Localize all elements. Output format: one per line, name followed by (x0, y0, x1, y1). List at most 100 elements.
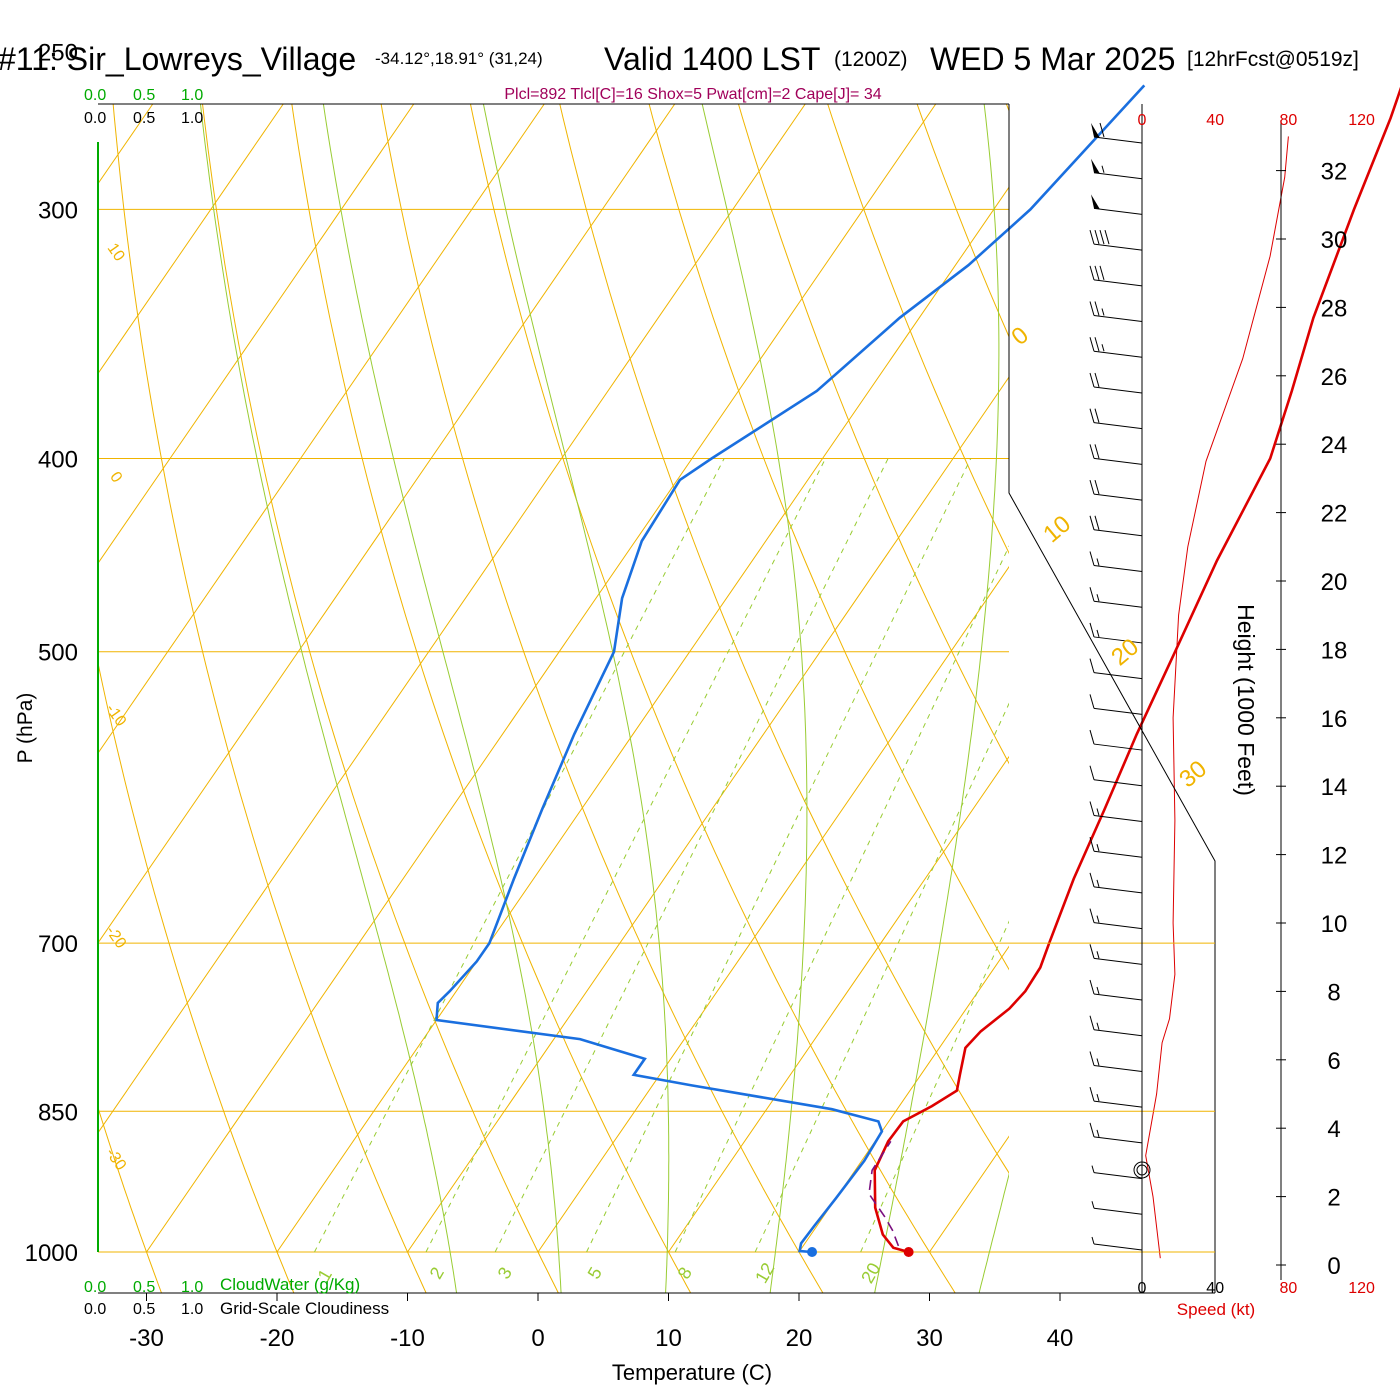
wind-barb-flag (1094, 408, 1100, 423)
wind-barb (1089, 551, 1143, 573)
x-tick--20: -20 (260, 1325, 295, 1352)
wind-barb (1089, 837, 1143, 858)
cloud-bottom-black-2: 1.0 (181, 1301, 203, 1318)
cloud-top-green-0: 0.0 (84, 87, 106, 104)
height-tick-26: 26 (1321, 364, 1348, 391)
wind-barb-staff (1093, 172, 1143, 180)
x-tick--10: -10 (390, 1325, 425, 1352)
wind-barb-staff (1093, 207, 1143, 215)
isotherm-line (407, 376, 1009, 1253)
valid-zulu: (1200Z) (834, 48, 908, 71)
temperature-line (873, 86, 1400, 1254)
wind-barb-staff (1093, 1172, 1143, 1180)
wind-barb-half (1096, 879, 1100, 888)
height-tick-20: 20 (1321, 569, 1348, 596)
moist-adiabat (322, 104, 562, 1293)
dry-adiabat (827, 104, 1009, 555)
pressure-tick-850: 850 (38, 1099, 78, 1126)
height-tick-28: 28 (1321, 295, 1348, 322)
wind-barb-staff (1093, 279, 1143, 287)
speed-bottom-tick-0: 0 (1138, 1280, 1147, 1297)
wind-barb-flag (1089, 622, 1095, 638)
wind-barb-staff (1093, 600, 1143, 608)
speed-top-tick-40: 40 (1206, 112, 1224, 129)
wind-barb-staff (1093, 1136, 1143, 1144)
wind-barb-half (1096, 558, 1100, 566)
wind-barb-flag (1094, 337, 1100, 352)
dry-adiabat (380, 104, 824, 1293)
wind-barb-flag (1089, 1087, 1095, 1102)
wind-barb (1089, 444, 1143, 465)
wind-barb-half (1101, 308, 1105, 316)
wind-barb-flag (1094, 372, 1100, 388)
cloud-bottom-black-1: 0.5 (133, 1301, 155, 1318)
wind-barb-flag (1089, 301, 1095, 316)
wind-barb-half (1091, 1201, 1095, 1209)
wind-barb-flag (1089, 587, 1095, 602)
valid-time: Valid 1400 LST (604, 41, 820, 77)
height-tick-4: 4 (1327, 1116, 1340, 1143)
isotherm-line (98, 104, 806, 1134)
wind-barb-flag (1089, 265, 1095, 280)
wind-barb-flag (1089, 979, 1095, 995)
cloud-top-black-0: 0.0 (84, 110, 106, 127)
cloud-axes: 0.0 0.5 1.0 0.0 0.5 1.0 0.0 0.5 1.0 Clou… (84, 87, 389, 1318)
surface-dewpoint-dot (807, 1247, 818, 1257)
wind-barb-flag (1089, 765, 1095, 780)
wind-barb-staff (1093, 886, 1143, 894)
wind-barb (1089, 801, 1143, 822)
speed-top-tick-0: 0 (1138, 112, 1147, 129)
height-tick-16: 16 (1321, 706, 1348, 733)
wind-barb-flag (1089, 337, 1095, 352)
wind-barb (1089, 372, 1143, 394)
moist-adiabat (978, 1172, 1009, 1293)
diagram-clip (98, 104, 1009, 1293)
isotherm-line (537, 566, 1009, 1253)
plot-series (435, 84, 1400, 1259)
isotherm-label: 0 (106, 469, 125, 486)
forecast-info: [12hrFcst@0519z] (1187, 48, 1359, 71)
speed-bottom-tick-80: 80 (1280, 1280, 1298, 1297)
speed-bottom-tick-40: 40 (1206, 1280, 1224, 1297)
wind-barb-half (1096, 594, 1100, 602)
x-tick-30: 30 (916, 1325, 943, 1352)
wind-barb (1089, 658, 1143, 680)
pressure-tick-500: 500 (38, 640, 78, 667)
cloud-top-black-1: 0.5 (133, 110, 155, 127)
wind-barb-staff (1093, 1064, 1143, 1072)
wind-barb-staff (1093, 457, 1143, 465)
wind-barb-staff (1093, 386, 1143, 394)
wind-barb (1089, 979, 1143, 1001)
wind-barb-flag (1089, 515, 1095, 530)
cloud-top-green-2: 1.0 (181, 87, 203, 104)
pressure-tick-1000: 1000 (25, 1240, 78, 1267)
height-tick-10: 10 (1321, 911, 1348, 938)
height-tick-6: 6 (1327, 1048, 1340, 1075)
pressure-tick-700: 700 (38, 931, 78, 958)
moist-adiabat (701, 104, 808, 1293)
isotherm-line (146, 104, 937, 1253)
cloud-bottom-black-label: Grid-Scale Cloudiness (220, 1299, 389, 1318)
wind-barb (1089, 1122, 1143, 1144)
wind-barb (1089, 1051, 1143, 1072)
y-axis-label: P (hPa) (14, 693, 37, 764)
wind-barb (1091, 194, 1143, 215)
wind-barb-flag (1089, 729, 1095, 745)
wind-barb-flag (1094, 229, 1100, 245)
wind-barb-staff (1093, 493, 1143, 501)
wind-barb (1089, 337, 1143, 358)
indices-line: Plcl=892 Tlcl[C]=16 Shox=5 Pwat[cm]=2 Ca… (504, 86, 881, 103)
wind-barb-flag (1089, 479, 1095, 495)
wind-barb-staff (1093, 565, 1143, 573)
wind-barb-flag (1094, 301, 1100, 316)
wind-barb-pennant (1091, 123, 1100, 138)
dewpoint-line (435, 84, 1146, 1254)
wind-barb-pennant (1091, 158, 1100, 174)
isotherm-line (668, 755, 1009, 1253)
wind-barb-flag (1089, 658, 1095, 673)
cloud-bottom-green-label: CloudWater (g/Kg) (220, 1275, 360, 1294)
wind-barb-flag (1089, 444, 1095, 459)
wind-barb (1089, 265, 1143, 287)
wind-barb-pennant (1091, 194, 1100, 210)
wind-barb-staff (1093, 1100, 1143, 1108)
